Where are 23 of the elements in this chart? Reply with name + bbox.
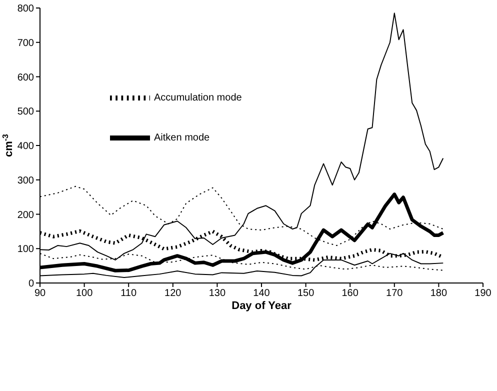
y-tick-label: 100 — [17, 244, 34, 256]
y-tick-label: 800 — [17, 4, 34, 15]
x-tick-label: 160 — [342, 288, 359, 300]
x-tick-label: 180 — [430, 288, 448, 300]
y-tick-label: 400 — [17, 141, 34, 152]
y-tick-label: 300 — [17, 175, 34, 186]
y-tick-label: 500 — [17, 106, 34, 118]
y-tick-label: 200 — [17, 210, 34, 221]
x-tick-label: 150 — [297, 288, 315, 300]
x-tick-label: 100 — [76, 288, 94, 300]
x-tick-label: 90 — [34, 288, 46, 300]
x-tick-label: 190 — [474, 288, 492, 300]
y-tick-label: 600 — [17, 72, 34, 84]
y-tick-label: 0 — [28, 278, 34, 290]
x-tick-label: 110 — [120, 288, 138, 300]
x-tick-label: 140 — [253, 288, 270, 300]
x-axis-title: Day of Year — [232, 300, 292, 312]
legend-label: Accumulation mode — [154, 92, 242, 104]
x-tick-label: 170 — [386, 288, 404, 300]
y-tick-label: 700 — [17, 38, 34, 49]
x-tick-label: 120 — [164, 288, 182, 300]
legend-label: Aitken mode — [154, 132, 210, 144]
x-tick-label: 130 — [208, 288, 226, 300]
